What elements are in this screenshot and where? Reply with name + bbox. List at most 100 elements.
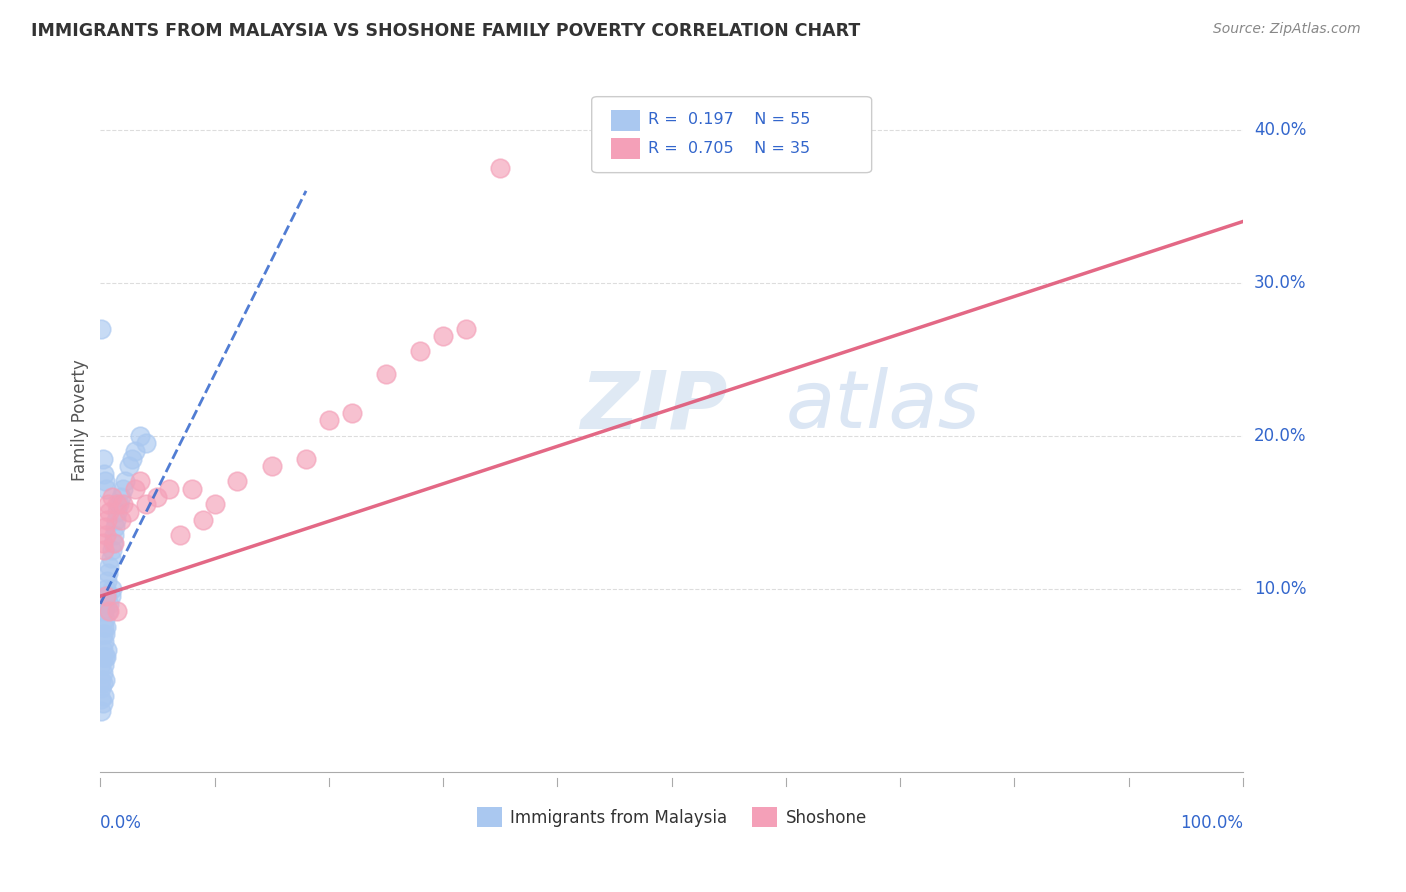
Point [90,691,112,706]
Text: atlas: atlas [786,368,981,445]
FancyBboxPatch shape [612,138,640,160]
Point [91,676,114,690]
Point [91,627,114,641]
Point [295,451,318,466]
Text: 20.0%: 20.0% [1254,426,1306,444]
Point [110,513,132,527]
Point [93,658,115,673]
Point [93,467,115,481]
Y-axis label: Family Poverty: Family Poverty [72,359,89,481]
Point [193,513,215,527]
Point [118,505,141,519]
Text: Source: ZipAtlas.com: Source: ZipAtlas.com [1213,22,1361,37]
Point [129,428,152,442]
Point [94,650,117,665]
Point [90,321,112,335]
Text: R =  0.705    N = 35: R = 0.705 N = 35 [648,141,810,155]
Point [94,597,117,611]
Point [94,650,117,665]
Point [96,574,118,588]
Point [96,513,118,527]
Point [103,528,125,542]
Point [94,482,117,496]
Point [124,482,146,496]
Point [91,451,114,466]
Point [94,589,117,603]
Point [96,642,118,657]
Point [101,543,124,558]
Point [97,566,120,581]
Point [110,490,132,504]
Text: 100.0%: 100.0% [1180,814,1243,832]
Text: 30.0%: 30.0% [1254,274,1306,292]
Point [93,604,115,618]
Point [91,642,114,657]
Point [107,497,129,511]
Point [101,535,124,549]
Point [112,482,135,496]
Point [98,604,121,618]
Point [135,436,157,450]
Point [97,604,120,618]
Point [97,497,120,511]
Point [100,550,122,565]
Point [105,513,128,527]
Point [93,689,115,703]
Point [375,368,398,382]
Point [94,673,117,688]
Text: ZIP: ZIP [581,368,728,445]
Point [107,505,129,519]
Point [94,520,117,534]
Text: 10.0%: 10.0% [1254,580,1306,598]
Point [146,490,169,504]
Point [129,475,152,489]
Text: R =  0.197    N = 55: R = 0.197 N = 55 [648,112,810,128]
Point [94,475,117,489]
Point [90,681,112,695]
Point [121,451,143,466]
Point [226,475,249,489]
Point [318,413,340,427]
Point [107,604,129,618]
Point [118,459,141,474]
Point [107,497,129,511]
Point [94,589,117,603]
Point [98,558,121,573]
Point [94,582,117,596]
Legend: Immigrants from Malaysia, Shoshone: Immigrants from Malaysia, Shoshone [470,800,873,834]
Text: 0.0%: 0.0% [100,814,142,832]
Point [157,482,180,496]
Point [93,620,115,634]
Point [98,597,121,611]
Point [169,528,191,542]
Text: IMMIGRANTS FROM MALAYSIA VS SHOSHONE FAMILY POVERTY CORRELATION CHART: IMMIGRANTS FROM MALAYSIA VS SHOSHONE FAM… [31,22,860,40]
Point [98,505,121,519]
Point [93,543,115,558]
Point [91,665,114,680]
Point [91,696,114,710]
Point [91,535,114,549]
Point [340,406,363,420]
FancyBboxPatch shape [592,96,872,173]
Point [104,520,127,534]
Point [93,635,115,649]
Point [112,497,135,511]
Point [103,535,125,549]
Point [135,497,157,511]
Point [94,620,117,634]
Text: 40.0%: 40.0% [1254,120,1306,138]
Point [454,321,477,335]
Point [96,589,118,603]
Point [94,627,117,641]
Point [91,650,114,665]
Point [101,582,124,596]
Point [409,344,432,359]
Point [432,329,454,343]
Point [124,443,146,458]
Point [90,704,112,718]
Point [90,658,112,673]
Point [94,528,117,542]
Point [101,490,124,504]
Point [114,475,136,489]
Point [204,497,226,511]
